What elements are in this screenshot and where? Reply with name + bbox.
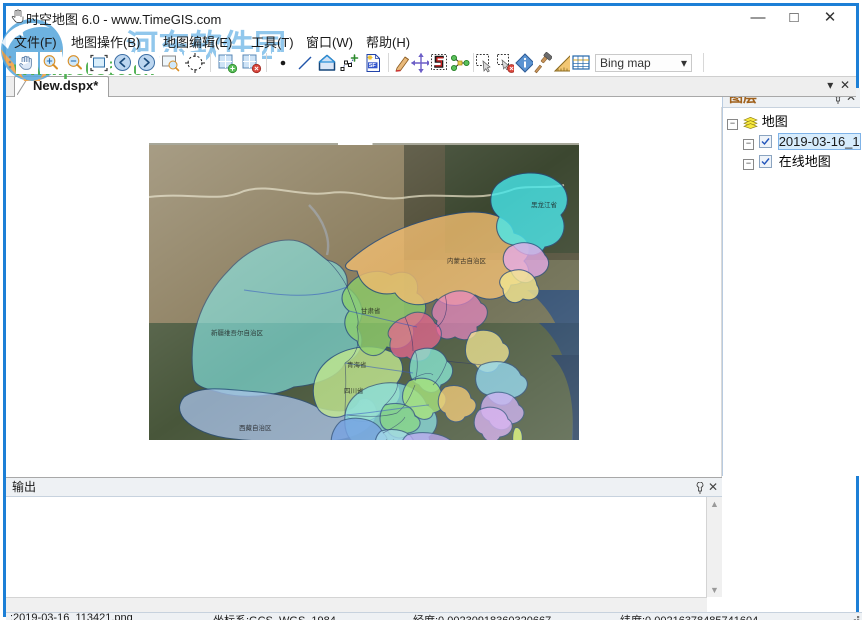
svg-text:四川省: 四川省 xyxy=(344,386,364,395)
svg-text:西藏自治区: 西藏自治区 xyxy=(239,423,272,432)
svg-text:甘肃省: 甘肃省 xyxy=(361,306,381,315)
svg-text:内蒙古自治区: 内蒙古自治区 xyxy=(447,256,487,265)
svg-text:青海省: 青海省 xyxy=(347,360,367,369)
svg-text:黑龙江省: 黑龙江省 xyxy=(531,200,558,209)
svg-text:新疆维吾尔自治区: 新疆维吾尔自治区 xyxy=(211,328,264,337)
svg-text:SF: SF xyxy=(369,63,377,69)
